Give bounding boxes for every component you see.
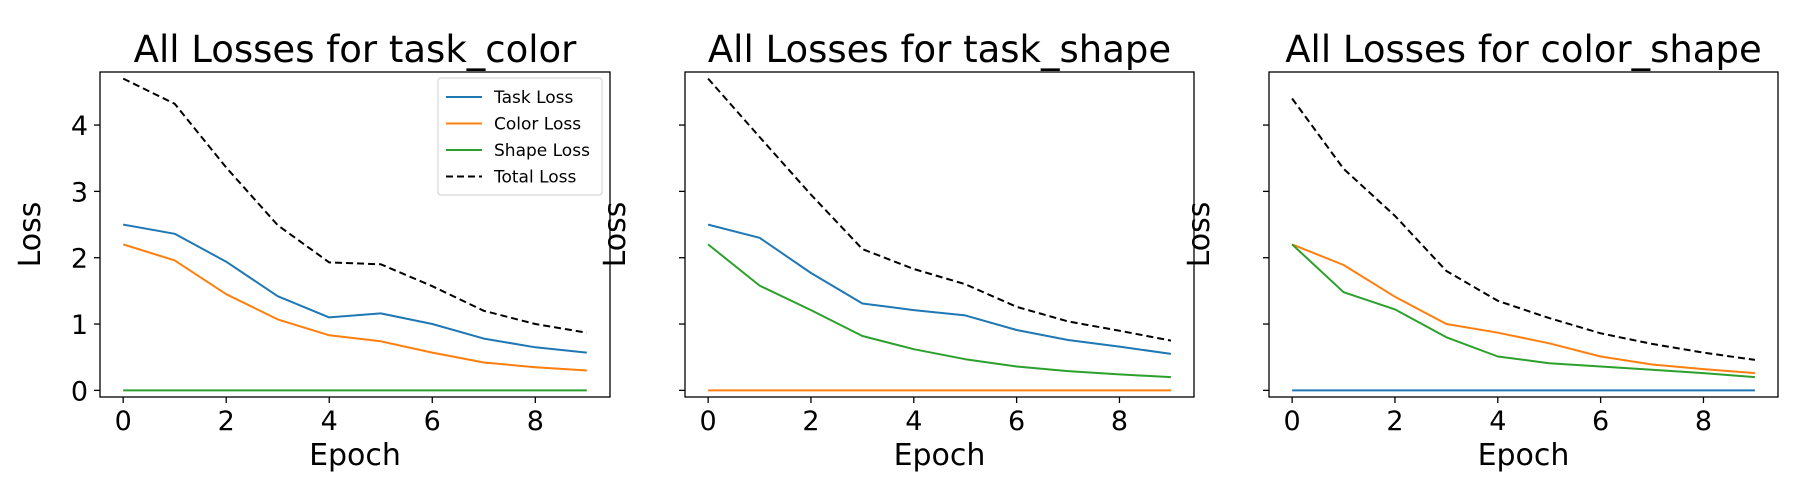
chart-panel-1: 0 2 4 6 8 0 1 2 3 4 All Losses for task_color Epoch… <box>13 28 611 473</box>
series-line-task-loss <box>123 223 587 354</box>
chart-title: All Losses for task_color <box>134 28 578 71</box>
series-line-shape-loss <box>707 243 1171 379</box>
x-tick-label: 8 <box>1111 406 1128 437</box>
y-tick-label: 2 <box>71 244 88 275</box>
series-line-task-loss <box>707 223 1172 355</box>
series-line-color-loss <box>1291 243 1755 375</box>
legend-box <box>437 77 603 196</box>
legend-label: Shape Loss <box>494 141 590 161</box>
x-tick-label: 4 <box>321 406 338 437</box>
legend-label: Color Loss <box>494 115 581 135</box>
series-line-total-loss <box>1291 97 1756 361</box>
x-axis-label: Epoch <box>894 438 986 473</box>
x-axis-label: Epoch <box>1478 438 1570 473</box>
x-tick-label: 2 <box>802 406 819 437</box>
y-axis-label: Loss <box>13 202 48 268</box>
legend-label: Task Loss <box>493 88 574 108</box>
x-tick-label: 8 <box>1695 406 1712 437</box>
x-tick-label: 0 <box>115 406 132 437</box>
x-tick-label: 4 <box>905 406 922 437</box>
y-tick-label: 0 <box>71 376 88 407</box>
y-tick-label: 3 <box>71 177 88 208</box>
x-tick-label: 4 <box>1489 406 1506 437</box>
y-tick-label: 4 <box>71 111 88 142</box>
series-line-total-loss <box>707 77 1172 342</box>
legend-label: Total Loss <box>493 168 577 188</box>
chart-title: All Losses for color_shape <box>1285 28 1761 71</box>
plot-frame <box>99 71 611 398</box>
x-axis-label: Epoch <box>309 438 401 473</box>
y-axis-label: Loss <box>598 202 633 268</box>
x-tick-label: 2 <box>218 406 235 437</box>
y-axis-label: Loss <box>1182 202 1217 268</box>
x-tick-label: 6 <box>424 406 441 437</box>
y-tick-label: 1 <box>71 310 88 341</box>
legend: Task Loss Color Loss Shape Loss Total Loss <box>437 77 603 196</box>
x-tick-label: 6 <box>1008 406 1025 437</box>
x-tick-label: 2 <box>1386 406 1403 437</box>
x-tick-label: 0 <box>1284 406 1301 437</box>
plot-frame <box>684 71 1195 398</box>
x-tick-label: 6 <box>1592 406 1609 437</box>
series-line-color-loss <box>122 243 587 372</box>
x-tick-label: 0 <box>700 406 717 437</box>
plot-frame <box>1268 71 1779 398</box>
chart-panel-3: 0 2 4 6 8 All Losses for color_shape Epoch Loss <box>1182 28 1779 473</box>
x-tick-label: 8 <box>527 406 544 437</box>
chart-panel-2: 0 2 4 6 8 All Losses for task_shape Epoch Loss <box>598 28 1195 473</box>
chart-title: All Losses for task_shape <box>708 28 1171 71</box>
series-line-shape-loss <box>1291 243 1755 379</box>
